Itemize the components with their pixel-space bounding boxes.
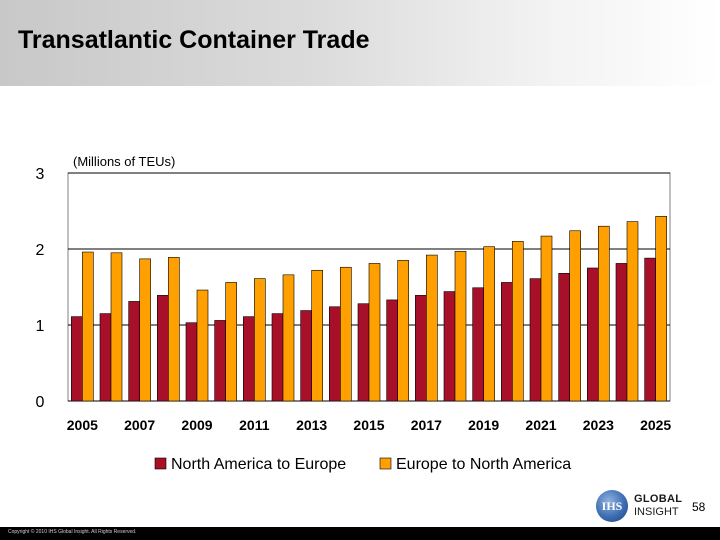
- bar-2009-series-1: [185, 322, 198, 402]
- footer-bar: Copyright © 2010 IHS Global Insight. All…: [0, 527, 720, 540]
- bar-2025-series-2: [655, 216, 667, 402]
- ihs-global-insight-logo: IHS GLOBAL INSIGHT: [596, 490, 688, 526]
- page-number: 58: [692, 500, 706, 514]
- bar-2019-series-1: [472, 287, 484, 402]
- x-tick-label: 2007: [124, 417, 155, 433]
- x-tick-label: 2009: [181, 417, 212, 433]
- logo-text-insight: INSIGHT: [634, 506, 679, 518]
- bar-2021-series-1: [529, 278, 542, 402]
- bar-2024-series-2: [626, 221, 639, 402]
- bar-2007-series-2: [139, 258, 151, 402]
- x-tick-label: 2015: [353, 417, 384, 433]
- bar-2006-series-1: [99, 313, 112, 402]
- legend-label-series-2: Europe to North America: [396, 456, 571, 473]
- bar-2022-series-1: [558, 273, 570, 402]
- bar-2017-series-1: [415, 295, 427, 402]
- legend-label-series-1: North America to Europe: [171, 456, 346, 473]
- bar-2012-series-1: [271, 313, 284, 402]
- x-tick-label: 2025: [640, 417, 671, 433]
- y-tick-label: 0: [36, 394, 45, 411]
- bar-2017-series-2: [426, 254, 438, 402]
- bar-2005-series-1: [71, 316, 83, 402]
- x-tick-label: 2017: [411, 417, 442, 433]
- bar-2008-series-1: [157, 295, 169, 402]
- y-tick-label: 3: [36, 166, 45, 183]
- bar-2011-series-1: [243, 316, 255, 402]
- bar-2018-series-2: [454, 250, 467, 402]
- bar-2015-series-1: [357, 303, 370, 402]
- y-axis-unit-label: (Millions of TEUs): [73, 154, 175, 169]
- bar-2023-series-2: [598, 225, 610, 402]
- slide-title: Transatlantic Container Trade: [18, 26, 370, 54]
- x-tick-label: 2005: [67, 417, 98, 433]
- title-band: [0, 0, 720, 86]
- bar-2022-series-2: [569, 230, 581, 402]
- bar-2024-series-1: [615, 263, 628, 402]
- copyright-text: Copyright © 2010 IHS Global Insight. All…: [8, 529, 137, 535]
- bar-2011-series-2: [254, 278, 266, 402]
- bar-2014-series-2: [340, 266, 352, 402]
- bar-2006-series-2: [110, 252, 123, 402]
- bar-2010-series-1: [214, 320, 226, 402]
- bar-2008-series-2: [168, 257, 180, 402]
- bar-2005-series-2: [82, 251, 94, 402]
- bar-2009-series-2: [196, 289, 209, 402]
- logo-mark: IHS: [601, 499, 623, 513]
- bar-chart: 0 1 2 3 (Millions of TEUs) 2005 2007 2009 2011 20…: [36, 154, 672, 473]
- bar-2012-series-2: [282, 274, 295, 402]
- bar-2023-series-1: [587, 267, 599, 402]
- bar-2025-series-1: [644, 257, 656, 402]
- x-tick-label: 2011: [239, 417, 270, 433]
- bar-2019-series-2: [483, 246, 495, 402]
- bar-2020-series-2: [512, 241, 524, 402]
- bar-2016-series-1: [386, 299, 398, 402]
- logo-text-global: GLOBAL: [634, 493, 683, 505]
- x-tick-label: 2023: [583, 417, 614, 433]
- legend-swatch-series-2: [379, 457, 392, 470]
- bar-2016-series-2: [397, 260, 409, 402]
- bar-2018-series-1: [443, 291, 456, 402]
- bar-2021-series-2: [540, 235, 553, 402]
- bar-2014-series-1: [329, 306, 341, 402]
- legend-swatch-series-1: [154, 457, 167, 470]
- logo-globe-icon: [596, 490, 628, 522]
- bar-2010-series-2: [225, 282, 237, 402]
- bar-2013-series-2: [311, 269, 323, 402]
- bar-2015-series-2: [368, 263, 381, 402]
- x-tick-label: 2013: [296, 417, 327, 433]
- bar-2007-series-1: [128, 301, 140, 402]
- x-tick-label: 2021: [525, 417, 556, 433]
- x-tick-label: 2019: [468, 417, 499, 433]
- bar-2013-series-1: [300, 310, 312, 402]
- y-tick-label: 1: [36, 318, 45, 335]
- y-tick-label: 2: [36, 242, 45, 259]
- bar-2020-series-1: [501, 282, 513, 402]
